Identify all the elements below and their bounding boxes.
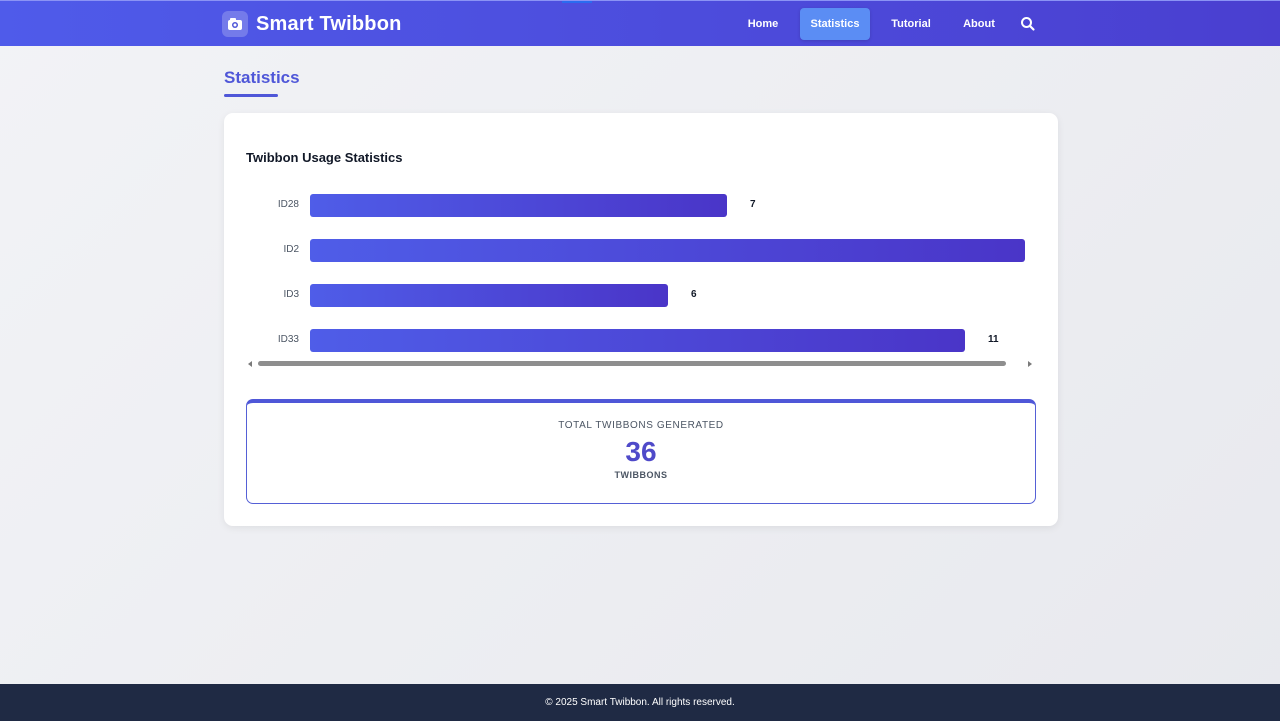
- bar[interactable]: [310, 239, 1025, 262]
- footer: © 2025 Smart Twibbon. All rights reserve…: [0, 684, 1280, 721]
- nav-links: Home Statistics Tutorial About: [0, 1, 1280, 47]
- navbar: Smart Twibbon Home Statistics Tutorial A…: [0, 0, 1280, 46]
- bar[interactable]: [310, 329, 965, 352]
- camera-icon: [222, 11, 248, 37]
- nav-home[interactable]: Home: [747, 18, 779, 30]
- bar-label: ID33: [277, 334, 299, 345]
- nav-about[interactable]: About: [963, 18, 995, 30]
- nav-top-accent: [562, 1, 592, 3]
- bar-value-label: 7: [750, 199, 756, 210]
- scroll-right-arrow-icon[interactable]: [1028, 361, 1032, 367]
- nav-statistics[interactable]: Statistics: [800, 8, 870, 40]
- bar[interactable]: [310, 284, 668, 307]
- brand-link[interactable]: Smart Twibbon: [222, 11, 402, 37]
- footer-text: © 2025 Smart Twibbon. All rights reserve…: [545, 697, 735, 708]
- bar-label: ID2: [283, 244, 299, 255]
- bar-value-label: 6: [691, 289, 697, 300]
- statistics-card: Twibbon Usage Statistics ID28 7 ID2 ID3 6 ID3…: [224, 113, 1058, 526]
- page-title-underline: [224, 94, 278, 97]
- search-icon[interactable]: [1019, 15, 1037, 33]
- brand-title: Smart Twibbon: [256, 12, 402, 35]
- total-unit: TWIBBONS: [614, 470, 668, 480]
- bar-value-label: 11: [988, 334, 999, 345]
- nav-tutorial[interactable]: Tutorial: [891, 18, 931, 30]
- bar-label: ID28: [277, 199, 299, 210]
- usage-bar-chart: ID28 7 ID2 ID3 6 ID33 11: [246, 183, 1038, 373]
- scroll-left-arrow-icon[interactable]: [248, 361, 252, 367]
- chart-horizontal-scrollbar[interactable]: [246, 359, 1038, 369]
- card-title: Twibbon Usage Statistics: [246, 150, 403, 165]
- page-title: Statistics: [224, 68, 300, 87]
- total-value: 36: [625, 436, 657, 467]
- total-label: TOTAL TWIBBONS GENERATED: [558, 420, 724, 431]
- scroll-thumb[interactable]: [258, 361, 1006, 366]
- total-twibbons-box: TOTAL TWIBBONS GENERATED 36 TWIBBONS: [246, 399, 1036, 504]
- bar[interactable]: [310, 194, 727, 217]
- bar-label: ID3: [283, 289, 299, 300]
